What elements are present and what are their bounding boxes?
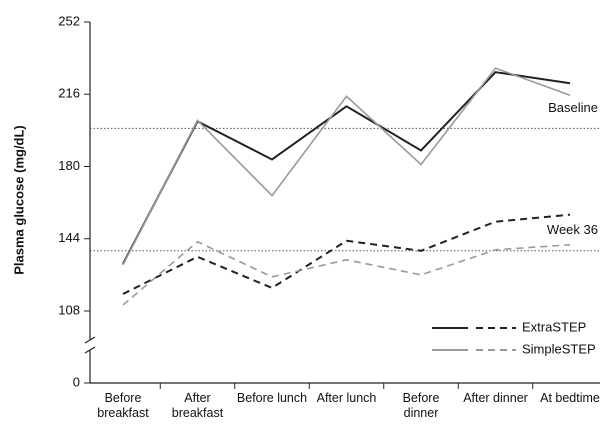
x-tick-label: After breakfast — [171, 391, 224, 420]
axis-break — [84, 336, 96, 344]
x-tick-label: At bedtime — [540, 391, 600, 405]
x-tick-label: After dinner — [463, 391, 528, 405]
y-axis-label: Plasma glucose (mg/dL) — [11, 125, 26, 275]
reference-label: Baseline — [548, 100, 598, 115]
line-week36 — [122, 240, 571, 306]
y-tick-label: 252 — [58, 13, 80, 28]
axis-break — [84, 346, 96, 354]
y-tick-label: 108 — [58, 302, 80, 317]
legend-label: ExtraSTEP — [522, 319, 586, 334]
y-tick-label: 0 — [73, 374, 80, 389]
x-tick-label: After lunch — [316, 391, 377, 405]
y-tick-label: 180 — [58, 158, 80, 173]
x-tick-label: Before dinner — [402, 391, 440, 420]
reference-label: Week 36 — [547, 222, 598, 237]
legend-label: SimpleSTEP — [522, 341, 596, 356]
line-week36 — [122, 213, 571, 295]
x-tick-label: Before lunch — [236, 391, 308, 405]
y-tick-label: 144 — [58, 230, 80, 245]
x-tick-label: Before breakfast — [97, 391, 149, 420]
line-baseline — [122, 67, 571, 266]
line-baseline — [122, 71, 571, 265]
y-tick-label: 216 — [58, 86, 80, 101]
